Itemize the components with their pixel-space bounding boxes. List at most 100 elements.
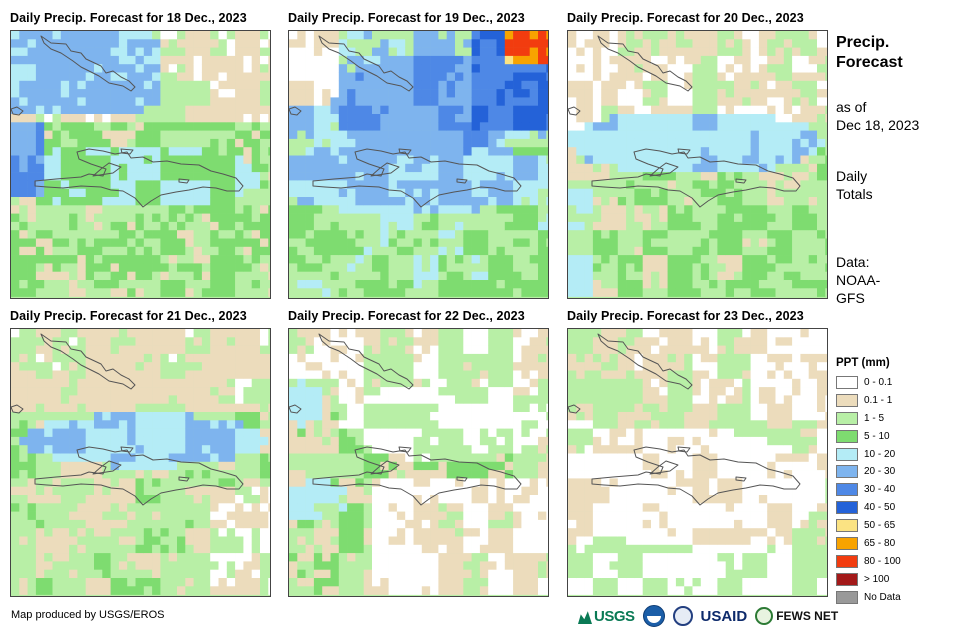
precip-cell	[363, 31, 373, 40]
precip-cell	[405, 114, 414, 123]
precip-cell	[110, 403, 120, 413]
precip-cell	[521, 72, 530, 82]
precip-cell	[235, 213, 244, 223]
precip-cell	[94, 329, 103, 338]
precip-cell	[251, 395, 261, 404]
precip-cell	[143, 197, 153, 206]
precip-cell	[152, 495, 161, 504]
precip-cell	[717, 230, 726, 239]
precip-cell	[488, 544, 497, 554]
precip-cell	[60, 72, 70, 82]
precip-cell	[446, 47, 456, 57]
precip-cell	[251, 47, 261, 57]
precip-cell	[758, 188, 768, 198]
precip-cell	[160, 188, 169, 198]
precip-cell	[235, 255, 244, 264]
precip-cell	[430, 486, 439, 496]
precip-cell	[201, 197, 211, 206]
precip-cell	[235, 64, 244, 73]
precip-cell	[767, 180, 776, 189]
precip-cell	[659, 155, 668, 165]
precip-cell	[617, 47, 627, 57]
precip-cell	[168, 412, 178, 421]
precip-cell	[102, 97, 111, 106]
precip-cell	[226, 353, 236, 363]
precip-cell	[201, 39, 211, 48]
precip-cell	[185, 470, 194, 479]
precip-cell	[396, 586, 406, 595]
precip-cell	[413, 163, 423, 173]
precip-cell	[35, 97, 45, 106]
precip-cell	[446, 114, 456, 123]
precip-cell	[330, 578, 340, 587]
precip-cell	[700, 31, 710, 40]
precip-cell	[576, 89, 585, 98]
precip-cell	[405, 561, 414, 570]
precip-cell	[322, 553, 331, 562]
precip-cell	[521, 263, 530, 272]
precip-cell	[504, 31, 514, 40]
precip-cell	[322, 428, 331, 438]
precip-cell	[504, 155, 514, 165]
precip-cell	[210, 163, 219, 173]
precip-cell	[35, 213, 45, 223]
precip-cell	[85, 255, 95, 264]
precip-cell	[330, 213, 340, 223]
precip-cell	[289, 180, 298, 189]
precip-cell	[767, 155, 776, 165]
precip-cell	[322, 180, 331, 189]
precip-cell	[210, 55, 219, 65]
precip-cell	[210, 89, 219, 98]
precip-cell	[94, 578, 103, 587]
precip-cell	[488, 536, 497, 546]
precip-cell	[380, 453, 389, 463]
precip-cell	[634, 213, 643, 223]
precip-cell	[330, 138, 340, 148]
precip-cell	[750, 280, 760, 289]
precip-cell	[504, 213, 514, 223]
precip-cell	[421, 486, 431, 496]
precip-cell	[193, 31, 203, 40]
precip-cell	[135, 519, 145, 529]
precip-cell	[218, 495, 228, 504]
precip-cell	[60, 238, 70, 248]
precip-cell	[110, 64, 120, 73]
precip-cell	[438, 586, 447, 595]
precip-cell	[642, 147, 652, 156]
precip-cell	[235, 197, 244, 206]
precip-cell	[405, 263, 414, 272]
precip-cell	[617, 288, 627, 297]
precip-cell	[152, 329, 161, 338]
precip-cell	[143, 39, 153, 48]
precip-cell	[235, 453, 244, 463]
precip-cell	[725, 31, 735, 40]
precip-cell	[455, 31, 464, 40]
precip-cell	[152, 89, 161, 98]
precip-cell	[19, 586, 28, 595]
precip-cell	[626, 72, 635, 82]
precip-cell	[27, 255, 37, 264]
precip-cell	[289, 544, 298, 554]
precip-cell	[110, 569, 120, 579]
precip-cell	[488, 138, 497, 148]
precip-cell	[592, 138, 602, 148]
precip-cell	[455, 271, 464, 281]
precip-cell	[152, 353, 161, 363]
precip-cell	[27, 80, 37, 90]
precip-cell	[388, 72, 398, 82]
precip-cell	[576, 80, 585, 90]
precip-cell	[127, 221, 136, 231]
precip-cell	[218, 329, 228, 338]
precip-cell	[35, 72, 45, 82]
precip-cell	[413, 586, 423, 595]
precip-cell	[446, 436, 456, 446]
precip-cell	[488, 578, 497, 587]
precip-cell	[405, 97, 414, 106]
precip-cell	[330, 263, 340, 272]
precip-cell	[355, 403, 364, 413]
precip-cell	[94, 362, 103, 371]
precip-cell	[44, 130, 53, 140]
precip-cell	[446, 288, 456, 297]
precip-cell	[734, 230, 743, 239]
precip-cell	[118, 230, 128, 239]
